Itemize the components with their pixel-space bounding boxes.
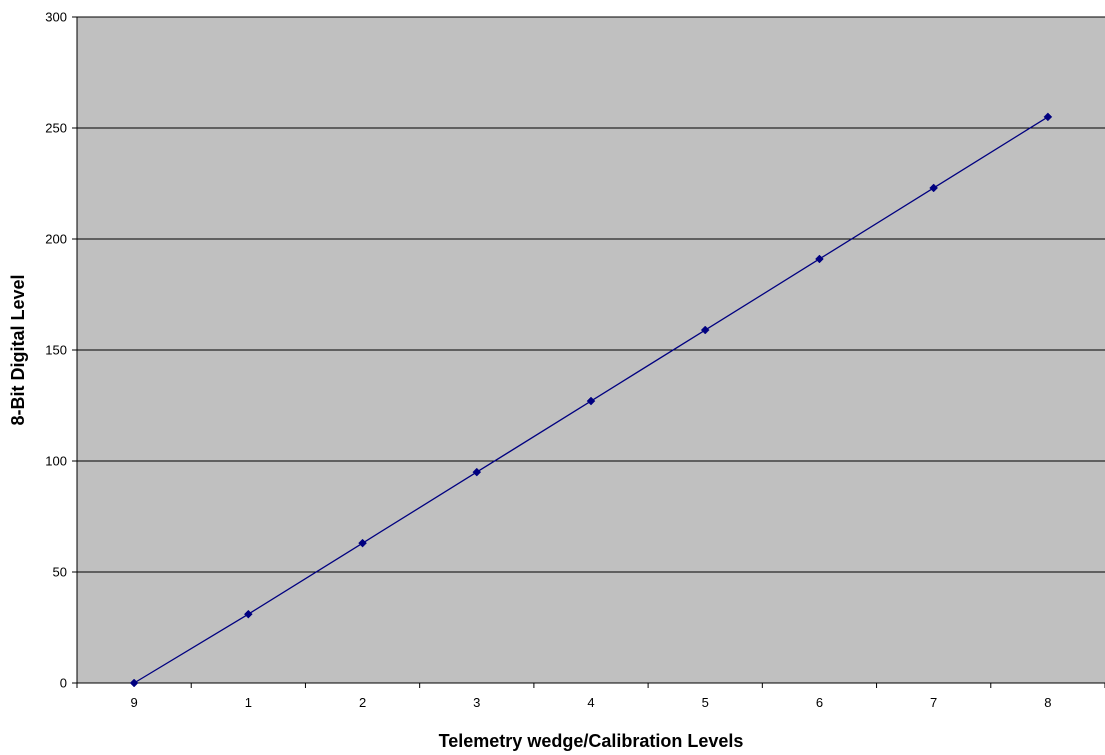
data-point xyxy=(929,183,939,193)
series-group xyxy=(129,112,1053,688)
x-tick-label: 9 xyxy=(130,695,137,710)
y-tick-label: 0 xyxy=(60,676,67,691)
data-point xyxy=(586,396,596,406)
y-tick-label: 250 xyxy=(45,121,67,136)
x-tick-label: 3 xyxy=(473,695,480,710)
y-tick-label: 50 xyxy=(53,565,67,580)
data-point xyxy=(358,538,367,548)
x-tick-label: 2 xyxy=(359,695,366,710)
x-tick-label: 4 xyxy=(587,695,594,710)
gridlines xyxy=(77,16,1105,573)
data-point xyxy=(472,467,482,477)
x-tick-label: 5 xyxy=(702,695,709,710)
y-tick-label: 300 xyxy=(45,10,67,25)
data-point xyxy=(700,325,710,335)
x-axis-title: Telemetry wedge/Calibration Levels xyxy=(439,731,744,751)
x-tick-label: 8 xyxy=(1044,695,1051,710)
x-tick-label: 7 xyxy=(930,695,937,710)
y-tick-label: 200 xyxy=(45,232,67,247)
x-tick-label: 1 xyxy=(245,695,252,710)
data-point xyxy=(815,254,824,264)
y-axis-title: 8-Bit Digital Level xyxy=(8,274,28,425)
data-point xyxy=(129,678,139,688)
data-point xyxy=(1043,112,1053,122)
x-tick-label: 6 xyxy=(816,695,823,710)
data-point xyxy=(243,609,253,619)
y-tick-label: 100 xyxy=(45,454,67,469)
y-tick-label: 150 xyxy=(45,343,67,358)
x-axis-ticks: 9 1 2 3 4 5 6 7 8 xyxy=(76,683,1105,710)
y-axis-ticks: 0 50 100 150 200 250 300 xyxy=(45,10,77,691)
